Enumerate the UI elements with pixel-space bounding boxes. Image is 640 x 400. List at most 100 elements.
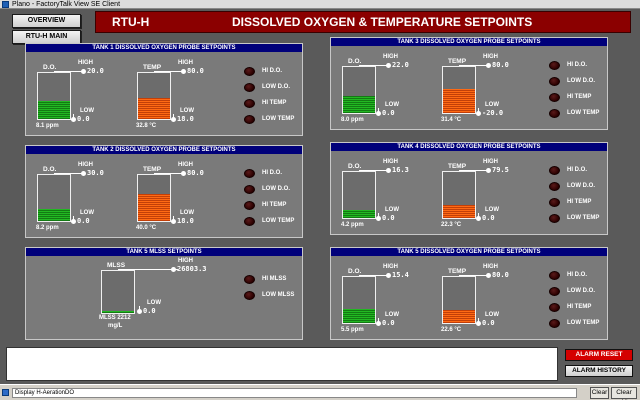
alarm-label-low-do: LOW D.O. [262, 84, 290, 90]
temp-high-marker [486, 63, 491, 68]
mlss-label: MLSS [107, 262, 126, 269]
panel-title: TANK 5 MLSS SETPOINTS [26, 248, 302, 256]
temp-low-setpoint[interactable]: 0.0 [482, 214, 495, 222]
do-tank-gauge [37, 174, 71, 222]
alarm-lamp-low-do [549, 77, 560, 86]
do-high-setpoint[interactable]: 22.0 [392, 61, 409, 69]
mlss-tank-gauge [101, 270, 135, 314]
temp-high-setpoint[interactable]: 79.5 [492, 166, 509, 174]
do-low-setpoint[interactable]: 0.0 [382, 214, 395, 222]
do-tank-gauge [37, 72, 71, 120]
do-high-marker [386, 273, 391, 278]
do-high-label: HIGH [78, 162, 93, 168]
alarm-history-button[interactable]: ALARM HISTORY [565, 365, 633, 377]
do-low-setpoint[interactable]: 0.0 [77, 115, 90, 123]
do-value: 5.5 ppm [341, 327, 364, 333]
do-high-line [54, 71, 84, 72]
temp-high-setpoint[interactable]: 80.0 [187, 169, 204, 177]
temp-high-label: HIGH [483, 54, 498, 60]
alarm-label-low-temp: LOW TEMP [567, 320, 600, 326]
do-label: D.O. [348, 58, 362, 65]
do-high-line [54, 173, 84, 174]
alarm-label-hi-do: HI D.O. [567, 62, 588, 68]
do-high-label: HIGH [383, 54, 398, 60]
display-icon [2, 389, 9, 396]
temp-high-label: HIGH [178, 162, 193, 168]
temp-low-label: LOW [485, 102, 499, 108]
temp-level-fill [443, 89, 475, 113]
mlss-high-setpoint[interactable]: 26803.3 [177, 265, 207, 273]
alarm-lamp-hi-do [549, 61, 560, 70]
do-low-label: LOW [80, 108, 94, 114]
alarm-label-low-temp: LOW TEMP [262, 218, 295, 224]
alarm-label-hi-do: HI D.O. [262, 170, 283, 176]
do-high-setpoint[interactable]: 30.0 [87, 169, 104, 177]
temp-high-label: HIGH [483, 264, 498, 270]
alarm-lamp-hi-temp [244, 99, 255, 108]
panel-title: TANK 1 DISSOLVED OXYGEN PROBE SETPOINTS [26, 44, 302, 52]
panel-title: TANK 4 DISSOLVED OXYGEN PROBE SETPOINTS [331, 143, 607, 151]
alarm-lamp-low-do [549, 182, 560, 191]
temp-value: 40.0 °C [136, 225, 157, 231]
alarm-lamp-hi-do [549, 166, 560, 175]
temp-low-setpoint[interactable]: 0.0 [482, 319, 495, 327]
temp-high-marker [181, 171, 186, 176]
alarm-label-hi-temp: HI TEMP [567, 304, 592, 310]
alarm-message-box[interactable] [6, 347, 558, 381]
alarm-lamp-hi-do [244, 67, 255, 76]
do-high-marker [386, 63, 391, 68]
window-title: Plano - FactoryTalk View SE Client [12, 1, 121, 8]
overview-button[interactable]: OVERVIEW [12, 14, 81, 28]
temp-low-setpoint[interactable]: 18.0 [177, 115, 194, 123]
temp-label: TEMP [448, 163, 467, 170]
alarm-reset-button[interactable]: ALARM RESET [565, 349, 633, 361]
do-high-setpoint[interactable]: 20.0 [87, 67, 104, 75]
alarm-lamp-low-temp [244, 217, 255, 226]
do-low-setpoint[interactable]: 0.0 [382, 319, 395, 327]
alarm-label-low-do: LOW D.O. [567, 183, 595, 189]
alarm-lamp-hi-mlss [244, 275, 255, 284]
temp-high-line [154, 71, 184, 72]
clear-all-button[interactable]: Clear All [611, 387, 637, 400]
do-low-label: LOW [80, 210, 94, 216]
temp-low-setpoint[interactable]: -20.0 [482, 109, 504, 117]
temp-level-fill [138, 98, 170, 119]
temp-value: 22.6 °C [441, 327, 462, 333]
alarm-label-hi-do: HI D.O. [262, 68, 283, 74]
temp-high-line [154, 173, 184, 174]
temp-low-label: LOW [180, 108, 194, 114]
do-high-setpoint[interactable]: 15.4 [392, 271, 409, 279]
alarm-label-hi-do: HI D.O. [567, 167, 588, 173]
temp-tank-gauge [137, 72, 171, 120]
clear-button[interactable]: Clear [590, 387, 609, 399]
alarm-lamp-hi-temp [549, 303, 560, 312]
panel-title: TANK 3 DISSOLVED OXYGEN PROBE SETPOINTS [331, 38, 607, 46]
alarm-lamp-low-mlss [244, 291, 255, 300]
tank-3-setpoint-panel: TANK 3 DISSOLVED OXYGEN PROBE SETPOINTS D… [330, 37, 608, 130]
do-high-marker [81, 69, 86, 74]
temp-high-setpoint[interactable]: 80.0 [187, 67, 204, 75]
do-low-marker [376, 216, 381, 221]
temp-high-setpoint[interactable]: 80.0 [492, 271, 509, 279]
do-tank-gauge [342, 171, 376, 219]
do-value: 8.0 ppm [341, 117, 364, 123]
do-low-label: LOW [385, 312, 399, 318]
alarm-label-hi-temp: HI TEMP [262, 202, 287, 208]
temp-high-label: HIGH [178, 60, 193, 66]
rtu-main-button[interactable]: RTU-H MAIN [12, 30, 81, 44]
do-value: 8.1 ppm [36, 123, 59, 129]
do-label: D.O. [348, 163, 362, 170]
temp-value: 32.8 °C [136, 123, 157, 129]
do-low-setpoint[interactable]: 0.0 [382, 109, 395, 117]
temp-low-setpoint[interactable]: 18.0 [177, 217, 194, 225]
temp-high-setpoint[interactable]: 80.0 [492, 61, 509, 69]
do-tank-gauge [342, 66, 376, 114]
alarm-lamp-low-do [549, 287, 560, 296]
do-low-setpoint[interactable]: 0.0 [77, 217, 90, 225]
alarm-label-low-temp: LOW TEMP [262, 116, 295, 122]
do-high-setpoint[interactable]: 16.3 [392, 166, 409, 174]
tank-1-setpoint-panel: TANK 1 DISSOLVED OXYGEN PROBE SETPOINTS D… [25, 43, 303, 136]
mlss-low-setpoint[interactable]: 0.0 [143, 307, 156, 315]
mlss-setpoint-panel: TANK 5 MLSS SETPOINTS MLSS MLSS 2212 mg/L HI… [25, 247, 303, 340]
panel-title: TANK 5 DISSOLVED OXYGEN PROBE SETPOINTS [331, 248, 607, 256]
